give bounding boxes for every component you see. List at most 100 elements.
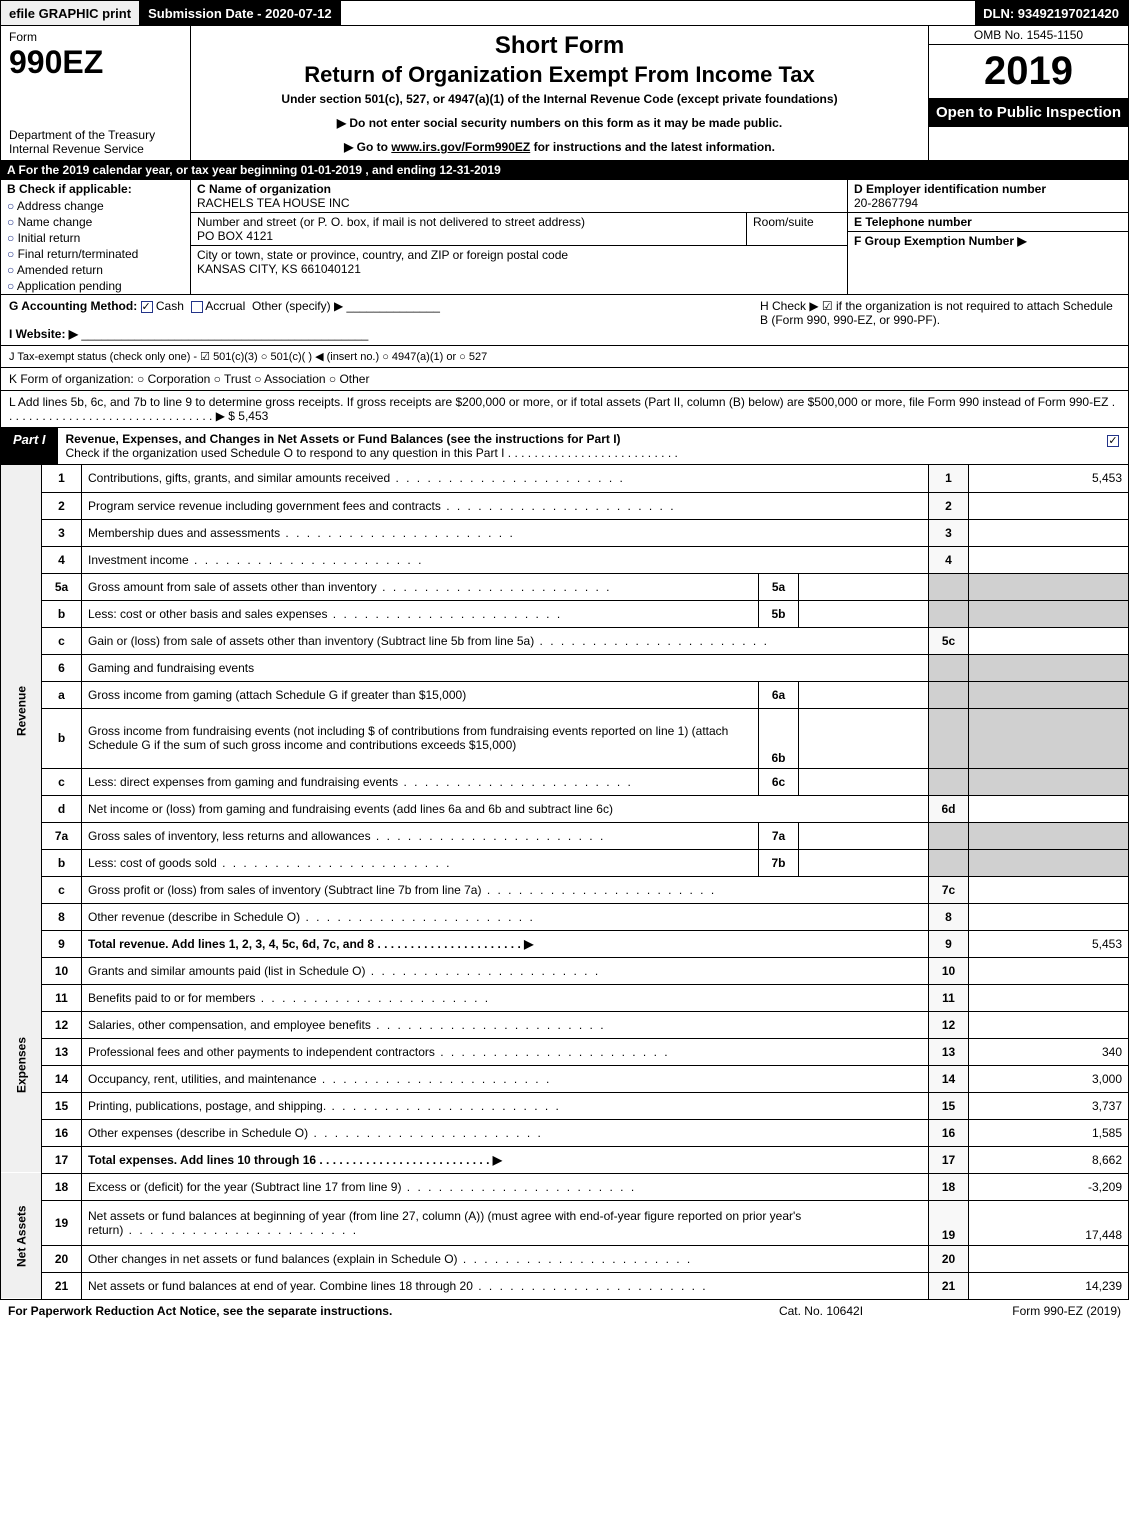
line-rnum: 14 <box>929 1065 969 1092</box>
footer-paperwork: For Paperwork Reduction Act Notice, see … <box>8 1304 721 1318</box>
addr-cell: Number and street (or P. O. box, if mail… <box>191 213 747 245</box>
table-row: b Less: cost of goods sold 7b <box>1 849 1129 876</box>
table-row: d Net income or (loss) from gaming and f… <box>1 795 1129 822</box>
line-desc: Gaming and fundraising events <box>82 654 929 681</box>
line-num: b <box>42 708 82 768</box>
line-num: 14 <box>42 1065 82 1092</box>
line-num: 11 <box>42 984 82 1011</box>
line-desc: Printing, publications, postage, and shi… <box>82 1092 929 1119</box>
line-val <box>969 822 1129 849</box>
line-subval <box>799 822 929 849</box>
part1-title-bold: Revenue, Expenses, and Changes in Net As… <box>66 432 621 446</box>
line-val <box>969 627 1129 654</box>
line-val <box>969 849 1129 876</box>
line-desc: Occupancy, rent, utilities, and maintena… <box>82 1065 929 1092</box>
table-row: b Gross income from fundraising events (… <box>1 708 1129 768</box>
table-row: 12 Salaries, other compensation, and emp… <box>1 1011 1129 1038</box>
line-num: 6 <box>42 654 82 681</box>
line-desc: Salaries, other compensation, and employ… <box>82 1011 929 1038</box>
note-goto: ▶ Go to www.irs.gov/Form990EZ for instru… <box>201 140 918 154</box>
chk-amended-return[interactable]: Amended return <box>1 262 190 278</box>
gh-row: G Accounting Method: Cash Accrual Other … <box>0 295 1129 346</box>
line-val: 5,453 <box>969 930 1129 957</box>
city-cell: City or town, state or province, country… <box>191 246 847 278</box>
tax-year: 2019 <box>929 45 1128 98</box>
line-rnum <box>929 768 969 795</box>
line-val <box>969 573 1129 600</box>
irs-link[interactable]: www.irs.gov/Form990EZ <box>391 140 530 154</box>
line-num: c <box>42 768 82 795</box>
table-row: 11 Benefits paid to or for members 11 <box>1 984 1129 1011</box>
line-rnum: 1 <box>929 465 969 492</box>
org-name-label: C Name of organization <box>197 182 331 196</box>
block-b-header: B Check if applicable: <box>1 180 190 198</box>
line-subnum: 6a <box>759 681 799 708</box>
table-row: 2 Program service revenue including gove… <box>1 492 1129 519</box>
chk-cash[interactable] <box>141 301 153 313</box>
line-val <box>969 708 1129 768</box>
chk-final-return[interactable]: Final return/terminated <box>1 246 190 262</box>
line-val <box>969 984 1129 1011</box>
header-mid: Short Form Return of Organization Exempt… <box>191 26 928 160</box>
line-rnum: 19 <box>929 1200 969 1245</box>
line-rnum: 21 <box>929 1272 969 1299</box>
side-revenue: Revenue <box>1 465 42 957</box>
line-j: J Tax-exempt status (check only one) - ☑… <box>0 346 1129 368</box>
line-h: H Check ▶ ☑ if the organization is not r… <box>760 299 1120 341</box>
part1-check-text: Check if the organization used Schedule … <box>66 446 678 460</box>
page-footer: For Paperwork Reduction Act Notice, see … <box>0 1300 1129 1322</box>
table-row: 19 Net assets or fund balances at beginn… <box>1 1200 1129 1245</box>
line-rnum <box>929 681 969 708</box>
line-num: c <box>42 876 82 903</box>
line-rnum: 4 <box>929 546 969 573</box>
line-rnum <box>929 573 969 600</box>
table-row: 16 Other expenses (describe in Schedule … <box>1 1119 1129 1146</box>
grp-cell: F Group Exemption Number ▶ <box>848 232 1128 250</box>
line-val <box>969 654 1129 681</box>
line-val: 17,448 <box>969 1200 1129 1245</box>
chk-name-change[interactable]: Name change <box>1 214 190 230</box>
line-desc: Investment income <box>82 546 929 573</box>
grp-label: F Group Exemption Number ▶ <box>854 234 1027 248</box>
ein-value: 20-2867794 <box>854 196 918 210</box>
line-subnum: 6b <box>759 708 799 768</box>
line-desc: Net assets or fund balances at beginning… <box>82 1200 929 1245</box>
line-val: 8,662 <box>969 1146 1129 1173</box>
submission-date-button[interactable]: Submission Date - 2020-07-12 <box>140 1 341 25</box>
line-val: 14,239 <box>969 1272 1129 1299</box>
line-val: 3,737 <box>969 1092 1129 1119</box>
part1-checkbox[interactable] <box>1098 428 1128 464</box>
line-subnum: 7a <box>759 822 799 849</box>
line-subval <box>799 600 929 627</box>
line-num: 21 <box>42 1272 82 1299</box>
city-label: City or town, state or province, country… <box>197 248 568 262</box>
line-num: d <box>42 795 82 822</box>
chk-address-change[interactable]: Address change <box>1 198 190 214</box>
ein-label: D Employer identification number <box>854 182 1046 196</box>
line-desc: Net income or (loss) from gaming and fun… <box>82 795 929 822</box>
chk-application-pending[interactable]: Application pending <box>1 278 190 294</box>
chk-accrual[interactable] <box>191 301 203 313</box>
line-val: 1,585 <box>969 1119 1129 1146</box>
table-row: 13 Professional fees and other payments … <box>1 1038 1129 1065</box>
line-val: -3,209 <box>969 1173 1129 1200</box>
line-rnum <box>929 822 969 849</box>
omb-number: OMB No. 1545-1150 <box>929 26 1128 45</box>
line-rnum: 7c <box>929 876 969 903</box>
line-subval <box>799 681 929 708</box>
cash-label: Cash <box>156 299 184 313</box>
dept-irs: Internal Revenue Service <box>9 142 182 156</box>
table-row: 9 Total revenue. Add lines 1, 2, 3, 4, 5… <box>1 930 1129 957</box>
line-rnum: 5c <box>929 627 969 654</box>
line-val <box>969 795 1129 822</box>
subtitle: Under section 501(c), 527, or 4947(a)(1)… <box>201 92 918 106</box>
table-row: c Gain or (loss) from sale of assets oth… <box>1 627 1129 654</box>
bcd-block: B Check if applicable: Address change Na… <box>0 180 1129 295</box>
part1-table: Revenue 1 Contributions, gifts, grants, … <box>0 465 1129 1300</box>
table-row: 20 Other changes in net assets or fund b… <box>1 1245 1129 1272</box>
line-num: 7a <box>42 822 82 849</box>
table-row: Revenue 1 Contributions, gifts, grants, … <box>1 465 1129 492</box>
ein-cell: D Employer identification number 20-2867… <box>848 180 1128 213</box>
efile-print-button[interactable]: efile GRAPHIC print <box>1 1 140 25</box>
chk-initial-return[interactable]: Initial return <box>1 230 190 246</box>
